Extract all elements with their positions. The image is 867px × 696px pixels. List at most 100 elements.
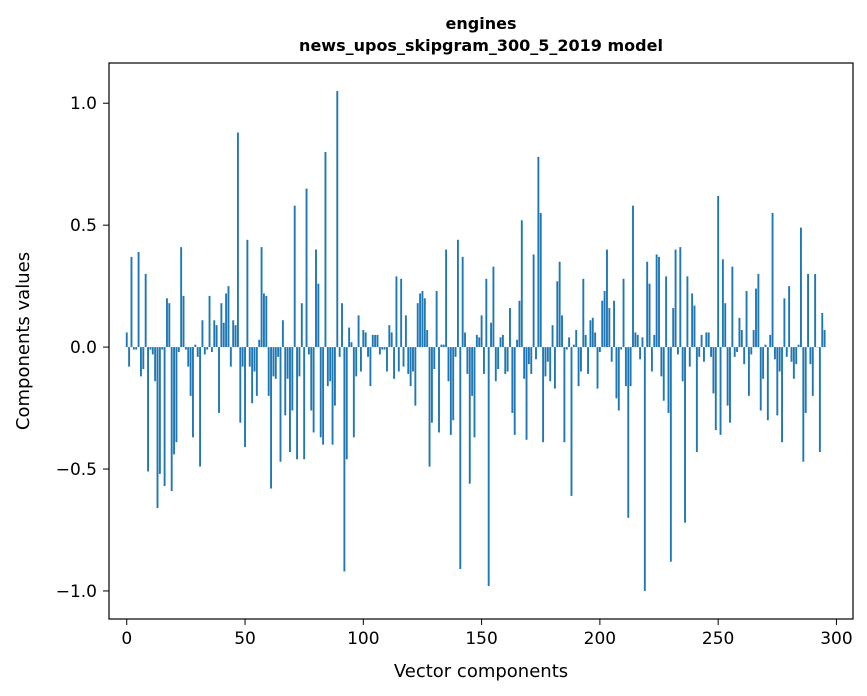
- bar: [244, 347, 246, 448]
- bar: [142, 347, 145, 370]
- bar: [208, 295, 211, 348]
- bar: [771, 212, 774, 348]
- bar: [620, 347, 623, 350]
- bar: [525, 347, 528, 440]
- bar: [248, 347, 251, 367]
- bar: [194, 344, 197, 348]
- bar: [279, 347, 282, 462]
- bar: [516, 339, 519, 348]
- bar: [591, 317, 594, 348]
- bar: [374, 334, 377, 348]
- bar: [487, 347, 490, 587]
- bar: [676, 347, 679, 355]
- bar: [331, 347, 334, 445]
- bar: [478, 337, 481, 348]
- bar: [674, 249, 677, 348]
- x-tick-label: 250: [702, 629, 734, 649]
- bar: [135, 347, 138, 350]
- bar: [527, 347, 530, 365]
- bar: [423, 298, 426, 348]
- bar: [738, 317, 741, 348]
- bar: [386, 347, 388, 372]
- bar: [762, 347, 765, 379]
- bar: [300, 303, 303, 348]
- bar: [790, 347, 793, 362]
- bar: [669, 347, 672, 562]
- bar: [360, 347, 362, 372]
- bar: [350, 342, 353, 348]
- bar: [229, 347, 232, 367]
- bar: [627, 347, 630, 518]
- bar: [584, 334, 587, 348]
- y-tick-label: 0.5: [70, 216, 97, 236]
- bar: [504, 347, 507, 374]
- bar: [561, 315, 563, 348]
- bar: [447, 347, 450, 382]
- bar: [426, 330, 429, 348]
- bar: [166, 298, 168, 348]
- bar: [246, 239, 249, 348]
- x-tick-label: 50: [234, 629, 256, 649]
- bar: [329, 347, 332, 382]
- bar: [333, 347, 336, 406]
- bar: [506, 347, 509, 372]
- bar: [606, 249, 608, 348]
- bar: [128, 347, 131, 367]
- bar: [653, 334, 656, 348]
- bar: [151, 347, 154, 355]
- bar: [149, 347, 152, 350]
- bar: [658, 256, 660, 348]
- bar: [234, 325, 237, 348]
- bar: [210, 347, 213, 352]
- bar: [414, 347, 417, 406]
- x-axis-label: Vector components: [394, 661, 568, 682]
- bar: [265, 295, 268, 348]
- bar: [636, 334, 639, 348]
- bar: [778, 347, 781, 372]
- bar: [402, 347, 405, 367]
- bar: [400, 278, 403, 348]
- bar: [468, 347, 471, 484]
- bar: [717, 195, 720, 348]
- bar: [393, 347, 396, 379]
- bar: [338, 347, 341, 357]
- bar: [575, 330, 578, 348]
- bar: [513, 347, 516, 435]
- bar: [622, 278, 625, 348]
- bar: [483, 347, 485, 374]
- bar: [544, 347, 547, 377]
- bar: [371, 334, 374, 348]
- bar: [395, 276, 398, 348]
- bar: [182, 295, 185, 348]
- bar: [433, 347, 436, 370]
- bar: [222, 322, 225, 348]
- bar: [336, 91, 339, 348]
- bar: [773, 347, 776, 360]
- bar: [520, 220, 523, 348]
- bar: [177, 347, 180, 352]
- x-tick-label: 300: [820, 629, 852, 649]
- bar: [523, 347, 526, 379]
- bar: [459, 347, 462, 570]
- bar: [740, 330, 743, 348]
- bar: [733, 347, 736, 357]
- bar: [260, 247, 263, 348]
- bar: [582, 278, 585, 348]
- y-tick-label: 0.0: [70, 338, 97, 358]
- bar: [307, 347, 310, 355]
- bar: [412, 347, 414, 372]
- bar: [272, 347, 275, 377]
- bar: [404, 315, 407, 348]
- bar: [724, 303, 727, 348]
- bar: [376, 334, 379, 348]
- bar: [776, 347, 779, 416]
- bar: [494, 347, 497, 382]
- bar: [154, 347, 157, 382]
- bar: [466, 347, 469, 374]
- bar: [610, 347, 613, 362]
- bar: [343, 347, 346, 572]
- bar: [814, 273, 817, 348]
- y-tick-label: −1.0: [56, 582, 97, 602]
- bar: [475, 334, 478, 348]
- bar: [206, 347, 209, 350]
